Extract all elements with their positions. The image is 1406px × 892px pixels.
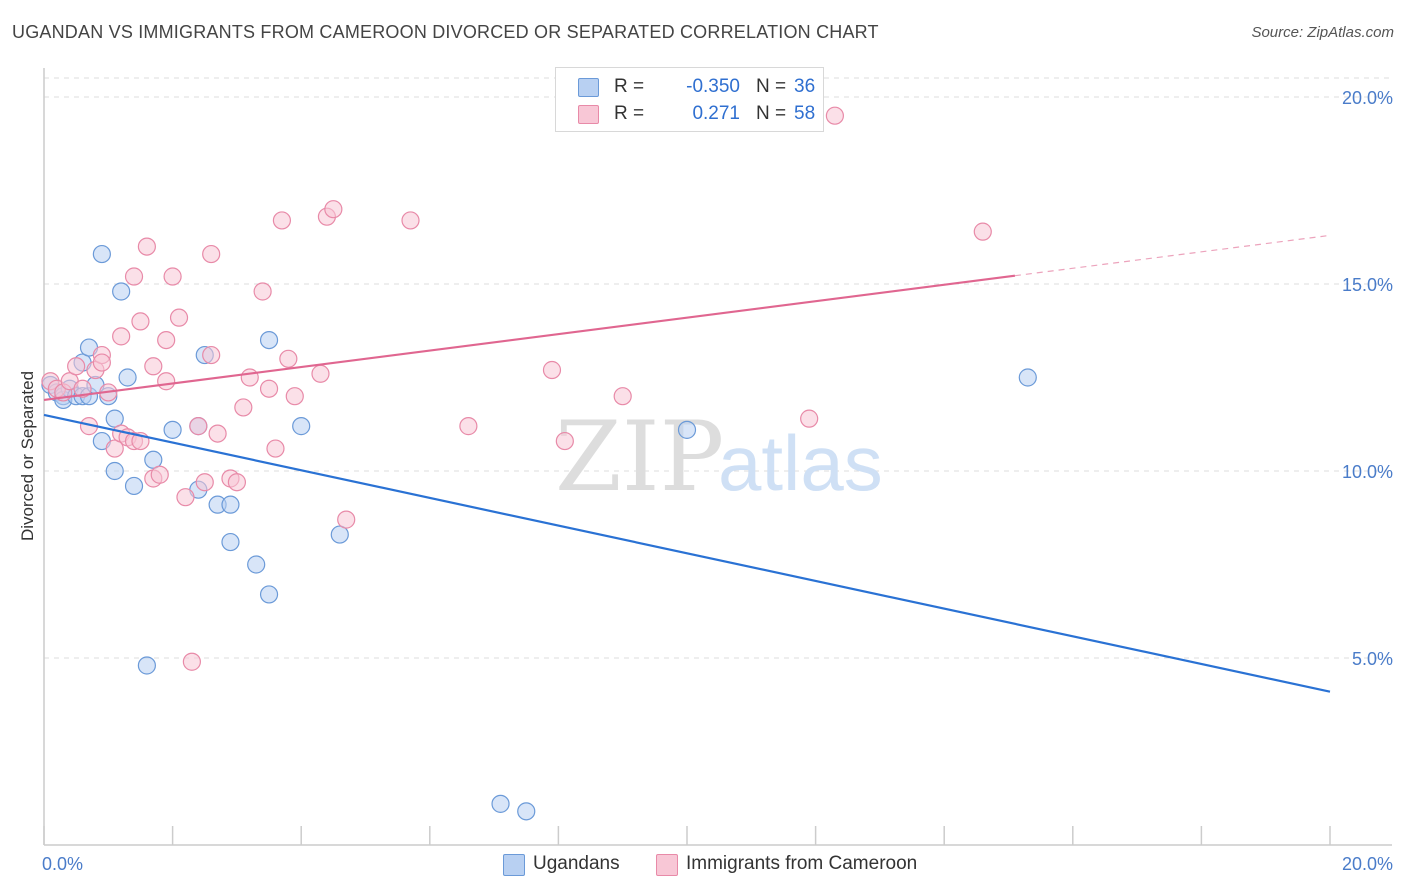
- x-tick-label: 20.0%: [1342, 854, 1393, 874]
- cameroon-point: [337, 510, 356, 529]
- ugandans-point: [124, 476, 144, 496]
- cameroon-point: [279, 349, 298, 368]
- source-credit: Source: ZipAtlas.com: [1251, 24, 1394, 41]
- cameroon-trend-extension: [1014, 234, 1331, 277]
- ugandans-point: [221, 532, 240, 552]
- cameroon-point: [208, 424, 227, 443]
- y-tick-label: 20.0%: [1342, 88, 1393, 108]
- data-points: [41, 106, 1037, 821]
- y-tick-label: 15.0%: [1342, 275, 1393, 295]
- cameroon-point: [555, 431, 574, 451]
- ugandans-trend-line: [43, 413, 1331, 693]
- cameroon-point: [124, 267, 144, 286]
- cameroon-point: [266, 439, 285, 458]
- cameroon-point: [259, 379, 279, 398]
- ugandans-point: [517, 802, 536, 821]
- cameroon-point: [131, 312, 150, 331]
- cameroon-point: [182, 652, 201, 671]
- cameroon-point: [92, 353, 111, 372]
- cameroon-point: [195, 473, 214, 492]
- legend-label-cameroon: Immigrants from Cameroon: [686, 853, 918, 874]
- legend-n-value: 58: [794, 103, 816, 124]
- trend-lines: [43, 234, 1331, 693]
- legend-r-value: 0.271: [692, 103, 740, 124]
- ugandans-point: [105, 461, 124, 481]
- ugandans-point: [144, 450, 163, 469]
- cameroon-point: [240, 368, 259, 387]
- ugandans-point: [259, 585, 279, 604]
- watermark-zip: ZIP: [555, 401, 724, 513]
- x-tick-label: 0.0%: [42, 854, 83, 874]
- cameroon-point: [169, 308, 189, 327]
- grid-lines: [44, 77, 1392, 659]
- chart-title: UGANDAN VS IMMIGRANTS FROM CAMEROON DIVO…: [12, 22, 879, 42]
- ugandans-point: [221, 495, 240, 514]
- cameroon-point: [272, 211, 292, 230]
- cameroon-point: [144, 357, 163, 376]
- ugandans-point: [330, 525, 349, 544]
- legend-r-label: R =: [614, 76, 645, 97]
- cameroon-point: [542, 360, 562, 380]
- cameroon-point: [189, 417, 208, 436]
- cameroon-trend-line: [43, 274, 1016, 402]
- cameroon-point: [459, 417, 478, 436]
- cameroon-point: [324, 200, 343, 219]
- legend-r-value: -0.350: [686, 76, 740, 97]
- ugandans-point: [677, 420, 697, 439]
- legend-n-label: N =: [756, 76, 787, 97]
- ugandans-point: [247, 555, 266, 574]
- ugandans-point: [118, 368, 137, 387]
- y-axis-label: Divorced or Separated: [18, 371, 37, 541]
- cameroon-point: [234, 398, 253, 417]
- ugandans-point: [292, 417, 311, 436]
- cameroon-point: [163, 267, 182, 286]
- cameroon-point: [227, 473, 246, 492]
- ugandans-point: [137, 656, 156, 675]
- ugandans-point: [259, 331, 279, 350]
- legend-n-label: N =: [756, 103, 787, 124]
- cameroon-point: [202, 345, 221, 365]
- cameroon-point: [67, 357, 86, 376]
- y-tick-label: 5.0%: [1352, 649, 1393, 669]
- cameroon-point: [202, 244, 221, 264]
- axes: 5.0% 10.0% 15.0% 20.0% 0.0% 20.0%: [42, 68, 1393, 874]
- legend-r-label: R =: [614, 103, 645, 124]
- cameroon-point: [825, 106, 844, 125]
- ugandans-point: [1018, 368, 1037, 387]
- legend-swatch-cameroon: [656, 854, 678, 876]
- cameroon-point: [73, 379, 92, 398]
- cameroon-point: [311, 364, 330, 383]
- ugandans-point: [92, 244, 111, 264]
- cameroon-point: [150, 465, 169, 484]
- legend-n-value: 36: [794, 76, 816, 97]
- legend-swatch-pink: [578, 105, 599, 124]
- cameroon-point: [613, 387, 632, 406]
- cameroon-point: [157, 372, 176, 391]
- legend-swatch-ugandans: [503, 854, 525, 876]
- cameroon-point: [285, 387, 304, 406]
- ugandans-point: [163, 420, 182, 439]
- y-tick-label: 10.0%: [1342, 462, 1393, 482]
- correlation-legend: R = -0.350 N = 36 R = 0.271 N = 58: [555, 67, 824, 132]
- legend-label-ugandans: Ugandans: [533, 853, 620, 874]
- cameroon-point: [401, 211, 420, 230]
- legend-swatch-blue: [578, 78, 599, 97]
- cameroon-point: [800, 409, 819, 428]
- watermark-atlas: atlas: [718, 419, 883, 507]
- cameroon-point: [137, 237, 156, 256]
- cameroon-point: [157, 331, 176, 350]
- ugandans-point: [491, 794, 510, 813]
- cameroon-point: [973, 222, 992, 241]
- cameroon-point: [112, 327, 131, 346]
- cameroon-point: [176, 488, 195, 507]
- cameroon-point: [253, 282, 272, 301]
- ugandans-point: [112, 282, 131, 301]
- cameroon-point: [105, 439, 124, 458]
- ugandans-point: [105, 409, 124, 428]
